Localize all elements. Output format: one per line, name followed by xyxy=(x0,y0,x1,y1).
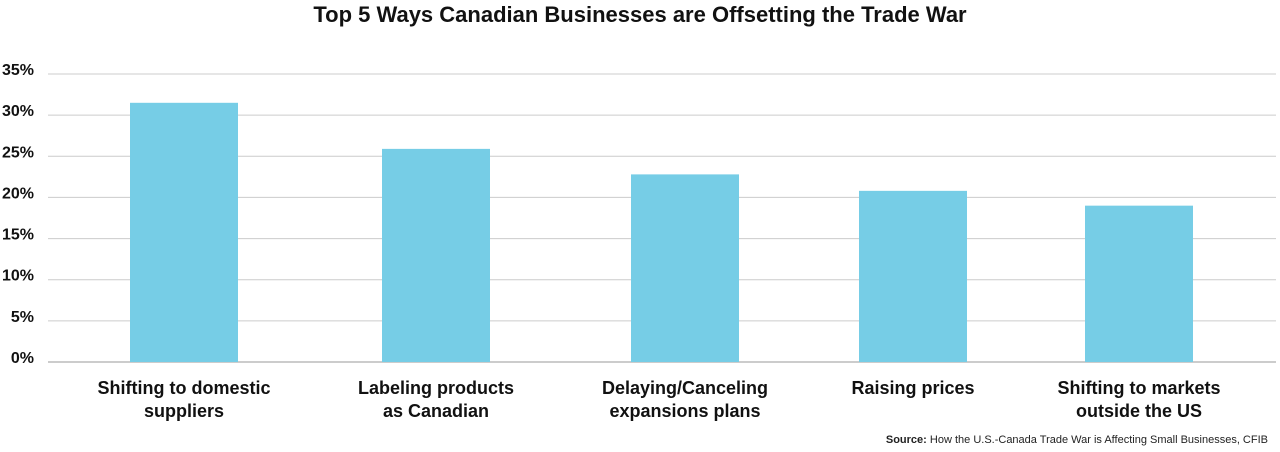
source-note: Source: How the U.S.-Canada Trade War is… xyxy=(886,434,1268,446)
source-text: How the U.S.-Canada Trade War is Affecti… xyxy=(929,434,1268,446)
category-labels: Shifting to domestic suppliers Labeling pr… xyxy=(98,378,1221,421)
bars-layer xyxy=(130,102,1193,363)
category-label-1-line-1: Shifting to domestic xyxy=(98,378,271,398)
y-tick-labels: 0% 5% 10% 15% 20% 25% 30% 35% xyxy=(2,62,34,367)
bar-3 xyxy=(631,174,739,362)
category-label-3-line-2: expansions plans xyxy=(609,401,760,421)
bar-1 xyxy=(130,102,238,363)
category-label-5-line-2: outside the US xyxy=(1076,401,1202,421)
category-label-1-line-2: suppliers xyxy=(144,401,224,421)
category-label-5-line-1: Shifting to markets xyxy=(1057,378,1220,398)
y-tick-label-25: 25% xyxy=(2,144,34,161)
category-label-3-line-1: Delaying/Canceling xyxy=(602,378,768,398)
bar-5 xyxy=(1085,205,1193,362)
chart-title: Top 5 Ways Canadian Businesses are Offse… xyxy=(313,2,967,27)
category-label-2-line-1: Labeling products xyxy=(358,378,514,398)
bar-4 xyxy=(859,190,967,362)
y-tick-label-35: 35% xyxy=(2,62,34,79)
y-tick-label-10: 10% xyxy=(2,268,34,285)
source-label: Source: xyxy=(885,434,927,446)
y-tick-label-0: 0% xyxy=(11,350,34,367)
y-tick-label-20: 20% xyxy=(2,185,34,202)
y-tick-label-15: 15% xyxy=(2,227,34,244)
y-tick-label-5: 5% xyxy=(11,309,34,326)
category-label-2-line-2: as Canadian xyxy=(383,401,489,421)
bar-2 xyxy=(382,148,490,362)
y-tick-label-30: 30% xyxy=(2,103,34,120)
category-label-4-line-1: Raising prices xyxy=(851,378,974,398)
